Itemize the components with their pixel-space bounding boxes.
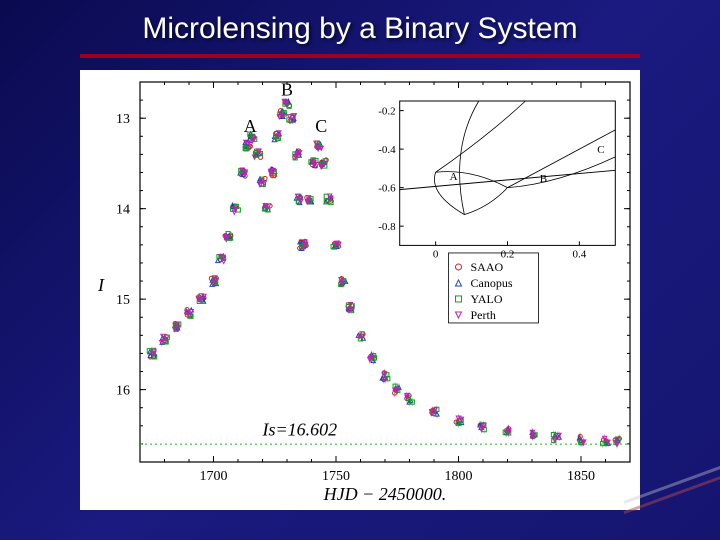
svg-text:0.4: 0.4 [572, 248, 586, 260]
svg-text:16: 16 [116, 384, 130, 399]
svg-text:-0.4: -0.4 [378, 144, 396, 156]
svg-text:-0.6: -0.6 [378, 183, 396, 195]
svg-text:1800: 1800 [445, 469, 473, 484]
svg-text:1850: 1850 [567, 469, 595, 484]
svg-text:14: 14 [116, 203, 130, 218]
svg-text:C: C [597, 144, 604, 156]
lightcurve-chart: 1700 1750 1800 1850 13 14 15 16 I HJD − 2450000. I… [80, 70, 640, 510]
svg-text:1700: 1700 [200, 469, 228, 484]
svg-text:SAAO: SAAO [471, 260, 504, 274]
svg-text:Perth: Perth [471, 308, 496, 322]
svg-text:Canopus: Canopus [471, 276, 513, 290]
svg-text:-0.8: -0.8 [378, 221, 396, 233]
svg-text:B: B [540, 173, 547, 185]
svg-text:Is=16.602: Is=16.602 [262, 419, 338, 439]
svg-text:15: 15 [116, 293, 130, 308]
svg-text:A: A [244, 116, 257, 136]
slide-title: Microlensing by a Binary System [0, 0, 720, 52]
svg-text:0.2: 0.2 [501, 248, 515, 260]
svg-text:-0.2: -0.2 [378, 106, 395, 118]
svg-text:A: A [450, 171, 458, 183]
svg-text:HJD − 2450000.: HJD − 2450000. [323, 484, 447, 504]
svg-text:0: 0 [433, 248, 439, 260]
svg-text:B: B [281, 80, 293, 100]
svg-text:13: 13 [116, 112, 130, 127]
title-underline [80, 54, 640, 58]
svg-text:C: C [315, 116, 327, 136]
title-text: Microlensing by a Binary System [142, 12, 577, 45]
svg-text:YALO: YALO [471, 292, 503, 306]
chart-container: 1700 1750 1800 1850 13 14 15 16 I HJD − 2450000. I… [80, 70, 640, 510]
svg-text:1750: 1750 [322, 469, 350, 484]
svg-text:I: I [97, 275, 105, 295]
